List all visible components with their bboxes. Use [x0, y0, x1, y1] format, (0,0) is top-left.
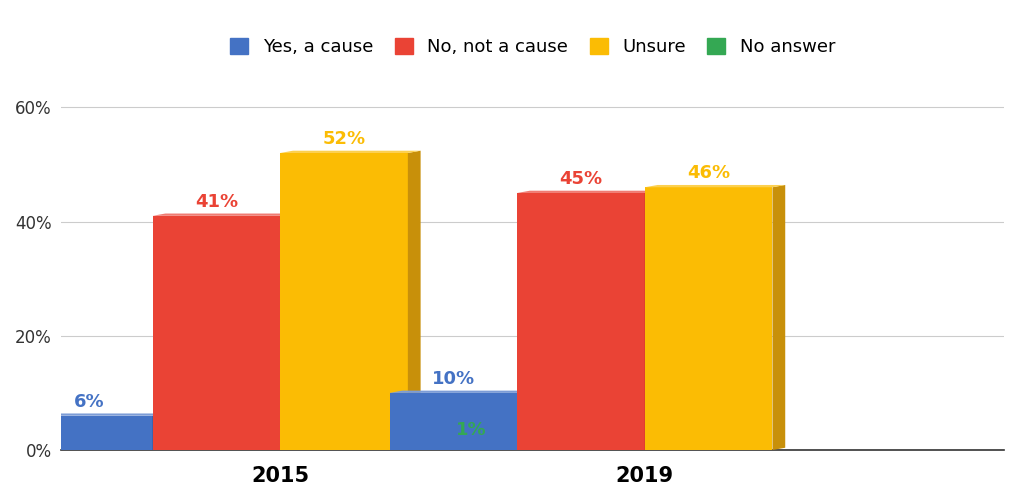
- Bar: [61, 450, 1004, 478]
- Text: 6%: 6%: [73, 393, 104, 411]
- Polygon shape: [518, 193, 645, 450]
- Polygon shape: [535, 442, 548, 450]
- Polygon shape: [518, 191, 657, 193]
- Polygon shape: [25, 416, 153, 450]
- Polygon shape: [280, 213, 293, 450]
- Polygon shape: [280, 153, 408, 450]
- Polygon shape: [518, 391, 530, 450]
- Text: 45%: 45%: [559, 170, 602, 188]
- Polygon shape: [772, 185, 786, 450]
- Text: 52%: 52%: [322, 130, 366, 148]
- Polygon shape: [280, 151, 421, 153]
- Legend: Yes, a cause, No, not a cause, Unsure, No answer: Yes, a cause, No, not a cause, Unsure, N…: [223, 31, 843, 63]
- Polygon shape: [389, 393, 518, 450]
- Polygon shape: [645, 187, 772, 450]
- Text: 10%: 10%: [432, 370, 475, 388]
- Polygon shape: [408, 444, 535, 450]
- Polygon shape: [153, 216, 280, 450]
- Text: 41%: 41%: [195, 193, 238, 211]
- Polygon shape: [389, 391, 530, 393]
- Polygon shape: [153, 213, 293, 216]
- Polygon shape: [408, 442, 548, 444]
- Polygon shape: [153, 413, 165, 450]
- Polygon shape: [25, 413, 165, 416]
- Polygon shape: [645, 185, 786, 187]
- Text: 46%: 46%: [687, 164, 731, 182]
- Polygon shape: [645, 191, 657, 450]
- Polygon shape: [408, 151, 421, 450]
- Text: 1%: 1%: [457, 421, 487, 439]
